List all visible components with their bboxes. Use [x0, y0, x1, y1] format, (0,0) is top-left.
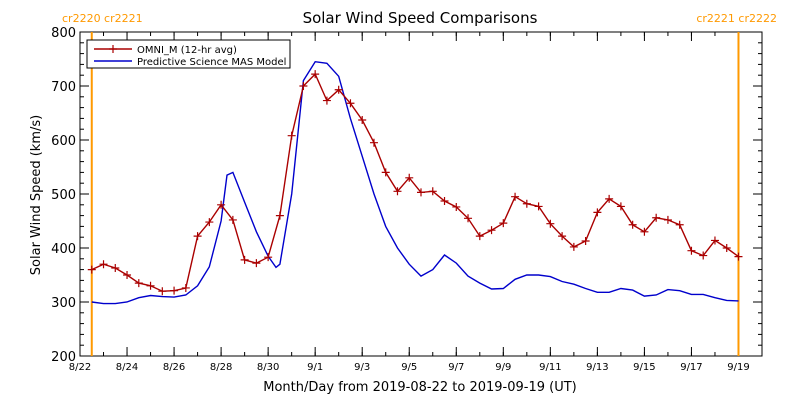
series-line — [91, 72, 739, 292]
y-tick-label: 700 — [51, 80, 76, 95]
plot-area: 200 300 400 500 600 700 800 8/22 8/24 8/26 8/28 8/3… — [51, 26, 763, 373]
x-tick-label: 8/22 — [69, 362, 91, 373]
data-point-marker — [99, 260, 108, 269]
data-point-marker — [87, 265, 96, 274]
data-point-marker — [358, 116, 367, 125]
data-point-marker — [264, 253, 273, 262]
data-point-marker — [252, 259, 261, 268]
data-point-marker — [417, 188, 425, 197]
data-point-marker — [640, 227, 649, 236]
data-point-marker — [134, 279, 143, 288]
data-point-marker — [217, 200, 226, 209]
data-point-marker — [228, 215, 237, 224]
data-point-marker — [405, 173, 414, 182]
data-point-marker — [652, 213, 661, 222]
series-line — [91, 60, 739, 305]
data-point-marker — [393, 187, 402, 196]
data-point-marker — [687, 246, 696, 255]
x-tick-label: 9/3 — [354, 362, 370, 373]
data-point-marker — [663, 215, 672, 224]
y-tick-label: 200 — [51, 350, 76, 365]
data-point-marker — [452, 202, 461, 211]
data-point-marker — [464, 214, 473, 223]
data-point-marker — [146, 281, 155, 290]
y-tick-label: 500 — [51, 188, 76, 203]
data-point-marker — [616, 202, 625, 211]
data-point-marker — [428, 187, 437, 196]
y-tick-label: 300 — [51, 296, 76, 311]
data-point-marker — [699, 251, 708, 260]
data-point-marker — [487, 226, 496, 235]
x-tick-label: 9/1 — [307, 362, 323, 373]
data-point-marker — [381, 168, 390, 177]
y-tick-label: 600 — [51, 134, 76, 149]
data-point-marker — [334, 85, 343, 94]
data-point-marker — [569, 242, 578, 251]
data-point-marker — [346, 99, 355, 108]
x-axis-label: Month/Day from 2019-08-22 to 2019-09-19 … — [263, 380, 576, 395]
x-tick-label: 8/28 — [210, 362, 232, 373]
y-axis-label: Solar Wind Speed (km/s) — [29, 115, 44, 275]
data-point-marker — [475, 232, 484, 241]
x-tick-label: 9/15 — [633, 362, 655, 373]
data-point-marker — [581, 236, 590, 245]
data-point-marker — [311, 70, 320, 79]
x-tick-label: 8/26 — [163, 362, 185, 373]
data-point-marker — [322, 96, 331, 105]
data-point-marker — [534, 202, 543, 211]
data-point-marker — [499, 219, 508, 228]
x-tick-label: 9/19 — [727, 362, 749, 373]
carrington-label-right: cr2221 cr2222 — [696, 12, 777, 25]
data-point-marker — [558, 232, 567, 241]
x-tick-label: 9/13 — [586, 362, 608, 373]
x-tick-label: 9/9 — [495, 362, 511, 373]
data-point-marker — [522, 199, 531, 208]
legend-entry: Predictive Science MAS Model — [137, 57, 286, 68]
data-point-marker — [710, 236, 719, 245]
carrington-label-left: cr2220 cr2221 — [62, 12, 143, 25]
data-point-marker — [287, 131, 296, 140]
data-point-marker — [123, 271, 132, 279]
y-tick-label: 400 — [51, 242, 76, 257]
data-point-marker — [605, 194, 614, 203]
data-point-marker — [170, 286, 179, 295]
x-tick-label: 8/24 — [116, 362, 138, 373]
chart-title: Solar Wind Speed Comparisons — [303, 9, 538, 27]
legend-marker — [109, 45, 117, 53]
data-point-marker — [299, 82, 308, 90]
data-point-marker — [240, 255, 249, 264]
x-tick-label: 8/30 — [257, 362, 279, 373]
data-point-marker — [440, 197, 449, 206]
x-tick-label: 9/5 — [401, 362, 417, 373]
x-tick-label: 9/11 — [539, 362, 561, 373]
legend: OMNI_M (12-hr avg)Predictive Science MAS… — [86, 39, 291, 69]
data-point-marker — [158, 287, 167, 296]
data-point-marker — [369, 138, 378, 147]
data-point-marker — [511, 192, 520, 201]
x-tick-label: 9/7 — [448, 362, 464, 373]
y-tick-label: 800 — [51, 26, 76, 41]
data-point-marker — [675, 220, 684, 229]
data-point-marker — [205, 218, 214, 227]
data-point-marker — [593, 208, 602, 217]
data-point-marker — [734, 252, 743, 261]
data-point-marker — [111, 263, 120, 272]
legend-box — [86, 39, 291, 69]
data-point-marker — [193, 232, 202, 241]
data-point-marker — [722, 244, 731, 252]
data-point-marker — [181, 283, 190, 292]
legend-entry: OMNI_M (12-hr avg) — [137, 45, 237, 56]
data-point-marker — [546, 219, 555, 228]
data-point-marker — [628, 220, 637, 229]
data-point-marker — [275, 211, 284, 220]
x-tick-label: 9/17 — [680, 362, 702, 373]
